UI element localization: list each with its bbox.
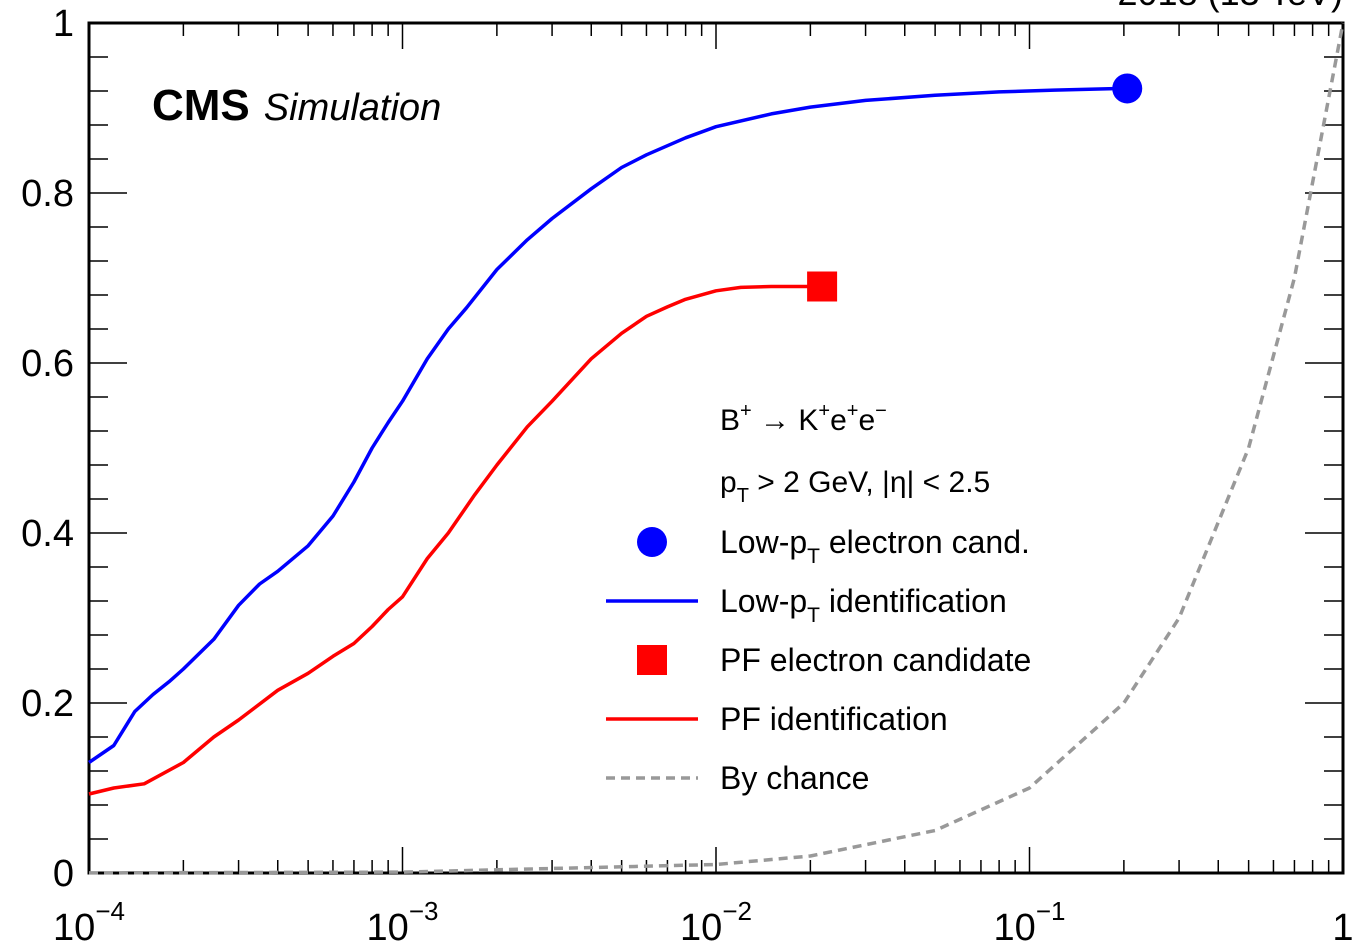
x-tick-label: 1 (1332, 907, 1353, 945)
legend-entry-pf_id: PF identification (606, 701, 948, 737)
y-tick-label: 0 (53, 853, 74, 895)
x-tick-label: 10−4 (53, 896, 125, 945)
series-line-pf_id (89, 287, 823, 795)
series-line-chance (89, 23, 1343, 873)
legend-entry-pf_cand: PF electron candidate (637, 642, 1031, 678)
legend-symbol (637, 527, 667, 557)
marker-pf_cand (807, 272, 837, 302)
legend-entry-chance: By chance (606, 760, 869, 796)
x-tick-label: 10−2 (680, 896, 752, 945)
plot-frame (89, 23, 1343, 873)
legend-label: By chance (720, 760, 869, 796)
legend-label: Low-pT electron cand. (720, 524, 1030, 568)
y-tick-label: 0.6 (21, 343, 74, 385)
simulation-text: Simulation (264, 87, 441, 129)
process-label: B+ → K+e+e− (720, 400, 887, 437)
cut-label: pT > 2 GeV, |η| < 2.5 (720, 466, 990, 507)
legend-label: PF electron candidate (720, 642, 1031, 678)
marker-layer (807, 73, 1142, 301)
legend-label: Low-pT identification (720, 583, 1007, 627)
legend-entry-lowpt_cand: Low-pT electron cand. (637, 524, 1030, 568)
legend: Low-pT electron cand. Low-pT identificati… (606, 524, 1031, 796)
axis-ticks (89, 23, 1343, 873)
series-layer (89, 23, 1343, 873)
x-tick-label: 10−3 (367, 896, 439, 945)
tick-labels: 0 0.2 0.4 0.6 0.8 1 10−4 10−3 10−2 10−1 1 (21, 3, 1353, 945)
y-tick-label: 1 (53, 3, 74, 45)
y-tick-label: 0.8 (21, 173, 74, 215)
marker-lowpt_cand (1112, 73, 1142, 103)
legend-label: PF identification (720, 701, 948, 737)
legend-symbol (637, 645, 667, 675)
top-right-label: 2018 (13 TeV) (1118, 0, 1344, 13)
y-tick-label: 0.4 (21, 513, 74, 555)
x-tick-label: 10−1 (994, 896, 1066, 945)
legend-entry-lowpt_id: Low-pT identification (606, 583, 1007, 627)
cms-text: CMS (152, 81, 250, 130)
y-tick-label: 0.2 (21, 683, 74, 725)
cms-label: CMS Simulation (152, 81, 441, 130)
